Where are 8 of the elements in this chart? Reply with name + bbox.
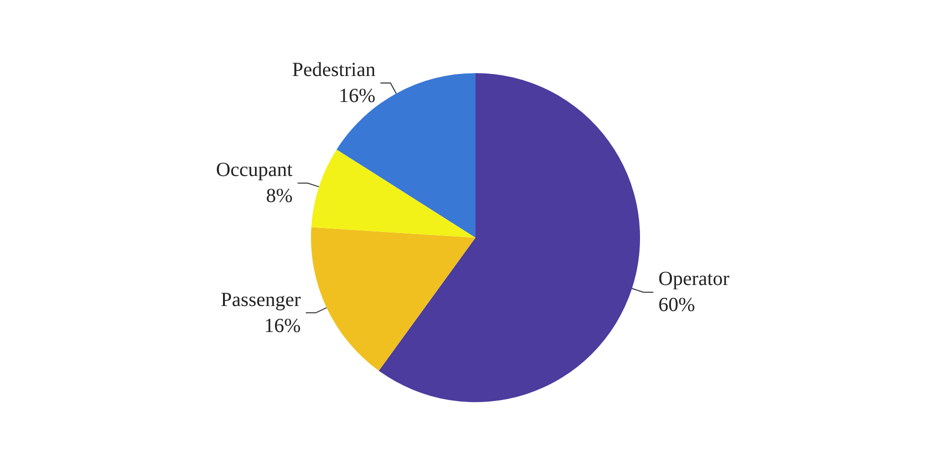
slice-label: Occupant — [216, 159, 294, 182]
data-label: 60% — [658, 294, 696, 316]
slice-label: Pedestrian — [292, 58, 376, 81]
slice-label: Operator — [658, 268, 730, 290]
data-label: 16% — [264, 314, 301, 337]
slice-label: Passenger — [220, 288, 302, 311]
data-label: 8% — [266, 185, 293, 208]
data-label: 16% — [338, 84, 376, 107]
